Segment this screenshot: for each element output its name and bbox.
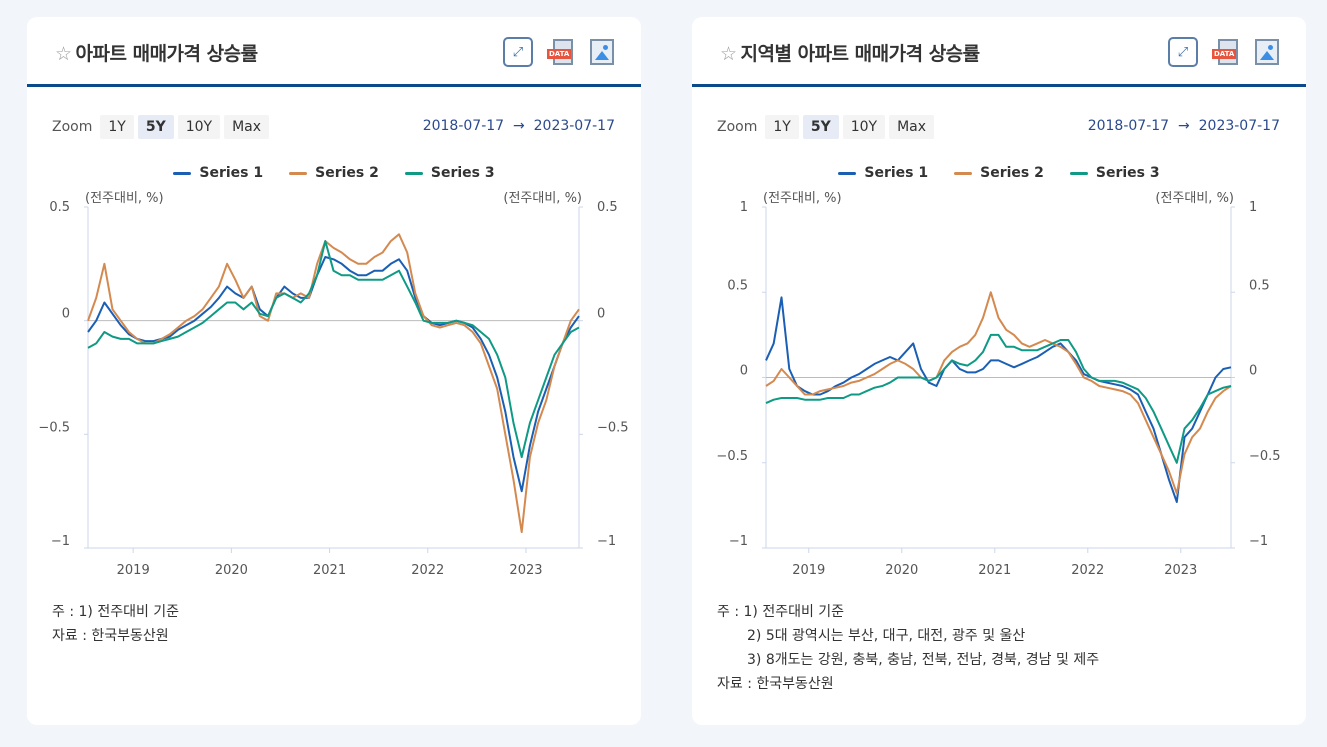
chart-notes: 주 : 1) 전주대비 기준 2) 5대 광역시는 부산, 대구, 대전, 광주 … xyxy=(717,600,1099,696)
y-axis-label-left: (전주대비, %) xyxy=(763,191,842,206)
y-tick-label-right: 1 xyxy=(1249,200,1257,215)
y-tick-label-right: 0.5 xyxy=(1249,278,1270,293)
legend-series-2[interactable]: Series 2 xyxy=(289,165,379,181)
x-tick-label: 2019 xyxy=(792,563,825,578)
source-line: 자료 : 한국부동산원 xyxy=(52,628,169,644)
y-axis-label-right: (전주대비, %) xyxy=(503,191,582,206)
x-tick-label: 2019 xyxy=(117,563,150,578)
legend-label: Series 3 xyxy=(430,165,495,181)
y-tick-label-right: 0.5 xyxy=(597,200,618,215)
card-title: ☆ 아파트 매매가격 상승률 xyxy=(55,39,258,66)
y-tick-label-right: −1 xyxy=(597,534,616,549)
note-line: 3) 8개도는 강원, 충북, 충남, 전북, 전남, 경북, 경남 및 제주 xyxy=(747,652,1100,668)
zoom-10y-button[interactable]: 10Y xyxy=(177,115,221,139)
zoom-1y-button[interactable]: 1Y xyxy=(100,115,134,139)
legend: Series 1 Series 2 Series 3 xyxy=(27,165,641,181)
zoom-10y-button[interactable]: 10Y xyxy=(842,115,886,139)
x-tick-label: 2020 xyxy=(215,563,248,578)
zoom-max-button[interactable]: Max xyxy=(224,115,270,139)
source-line: 자료 : 한국부동산원 xyxy=(717,676,834,692)
y-tick-label-left: 0.5 xyxy=(727,278,748,293)
range-arrow: → xyxy=(512,118,525,134)
y-axis-label-right: (전주대비, %) xyxy=(1155,191,1234,206)
zoom-controls: Zoom 1Y 5Y 10Y Max xyxy=(52,115,270,139)
y-tick-label-left: 0 xyxy=(740,364,748,379)
legend-label: Series 2 xyxy=(315,165,379,181)
zoom-5y-button[interactable]: 5Y xyxy=(802,115,839,139)
image-download-icon[interactable] xyxy=(587,37,617,67)
card-title: ☆ 지역별 아파트 매매가격 상승률 xyxy=(720,39,980,66)
legend-series-1[interactable]: Series 1 xyxy=(838,165,928,181)
legend-label: Series 1 xyxy=(864,165,929,181)
legend-series-3[interactable]: Series 3 xyxy=(1069,165,1160,181)
series-3-line xyxy=(87,240,580,459)
y-tick-label-right: −0.5 xyxy=(1249,449,1281,464)
x-tick-label: 2021 xyxy=(313,563,346,578)
card-header: ☆ 지역별 아파트 매매가격 상승률 ⤢ DATA xyxy=(692,17,1306,87)
date-range: 2018-07-17 → 2023-07-17 xyxy=(1088,118,1280,134)
legend-series-3[interactable]: Series 3 xyxy=(404,165,495,181)
range-from-input[interactable]: 2018-07-17 xyxy=(422,118,505,134)
data-download-icon[interactable]: DATA xyxy=(1210,37,1240,67)
range-arrow: → xyxy=(1177,118,1190,134)
x-tick-label: 2022 xyxy=(411,563,444,578)
legend-series-2[interactable]: Series 2 xyxy=(954,165,1044,181)
y-tick-label-left: 1 xyxy=(740,200,748,215)
series-3-line xyxy=(765,333,1232,464)
y-tick-label-left: 0.5 xyxy=(49,200,70,215)
legend-series-1[interactable]: Series 1 xyxy=(173,165,263,181)
chart-card-regional: ☆ 지역별 아파트 매매가격 상승률 ⤢ DATA Zoom 1Y 5Y 10Y … xyxy=(692,17,1306,725)
zoom-label: Zoom xyxy=(52,119,93,135)
x-tick-label: 2021 xyxy=(978,563,1011,578)
y-tick-label-right: −1 xyxy=(1249,534,1268,549)
fullscreen-icon[interactable]: ⤢ xyxy=(503,37,533,67)
y-tick-label-right: 0 xyxy=(1249,364,1257,379)
y-tick-label-left: −0.5 xyxy=(716,449,748,464)
y-tick-label-left: 0 xyxy=(62,307,70,322)
zoom-1y-button[interactable]: 1Y xyxy=(765,115,799,139)
legend-label: Series 3 xyxy=(1095,165,1160,181)
series-1-line xyxy=(87,256,580,493)
star-icon[interactable]: ☆ xyxy=(720,43,737,65)
series-2-line xyxy=(87,233,580,534)
y-tick-label-right: −0.5 xyxy=(597,420,629,435)
note-line: 주 : 1) 전주대비 기준 xyxy=(52,604,180,620)
x-tick-label: 2022 xyxy=(1071,563,1104,578)
x-tick-label: 2023 xyxy=(509,563,542,578)
data-download-icon[interactable]: DATA xyxy=(545,37,575,67)
y-tick-label-left: −1 xyxy=(51,534,70,549)
x-tick-label: 2023 xyxy=(1164,563,1197,578)
series-2-line xyxy=(765,291,1232,495)
zoom-label: Zoom xyxy=(717,119,758,135)
date-range: 2018-07-17 → 2023-07-17 xyxy=(423,118,615,134)
star-icon[interactable]: ☆ xyxy=(55,43,72,65)
zoom-max-button[interactable]: Max xyxy=(889,115,935,139)
range-from-input[interactable]: 2018-07-17 xyxy=(1087,118,1170,134)
zoom-controls: Zoom 1Y 5Y 10Y Max xyxy=(717,115,935,139)
x-tick-label: 2020 xyxy=(885,563,918,578)
y-tick-label-left: −1 xyxy=(729,534,748,549)
fullscreen-icon[interactable]: ⤢ xyxy=(1168,37,1198,67)
note-line: 2) 5대 광역시는 부산, 대구, 대전, 광주 및 울산 xyxy=(747,628,1026,644)
legend-label: Series 1 xyxy=(199,165,264,181)
line-chart: 1 1 0.5 0.5 0 0 −0.5 −0.5 −1 −1 (전주대비, %) (전주대비, %)… xyxy=(716,191,1281,578)
line-chart: 0.5 0.5 0 0 −0.5 −0.5 −1 −1 (전주대비, %) (전주대비, %) 20… xyxy=(38,191,629,578)
image-download-icon[interactable] xyxy=(1252,37,1282,67)
card-title-text: 아파트 매매가격 상승률 xyxy=(75,43,259,65)
chart-card-apartment: ☆ 아파트 매매가격 상승률 ⤢ DATA Zoom 1Y 5Y 10Y Max … xyxy=(27,17,641,725)
zoom-5y-button[interactable]: 5Y xyxy=(137,115,174,139)
y-tick-label-left: −0.5 xyxy=(38,420,70,435)
series-1-line xyxy=(765,296,1232,503)
note-line: 주 : 1) 전주대비 기준 xyxy=(717,604,845,620)
card-title-text: 지역별 아파트 매매가격 상승률 xyxy=(740,43,981,65)
range-to-input[interactable]: 2023-07-17 xyxy=(1198,118,1280,134)
legend-label: Series 2 xyxy=(980,165,1044,181)
card-header: ☆ 아파트 매매가격 상승률 ⤢ DATA xyxy=(27,17,641,87)
range-to-input[interactable]: 2023-07-17 xyxy=(533,118,615,134)
y-axis-label-left: (전주대비, %) xyxy=(85,191,164,206)
y-tick-label-right: 0 xyxy=(597,307,605,322)
legend: Series 1 Series 2 Series 3 xyxy=(692,165,1306,181)
